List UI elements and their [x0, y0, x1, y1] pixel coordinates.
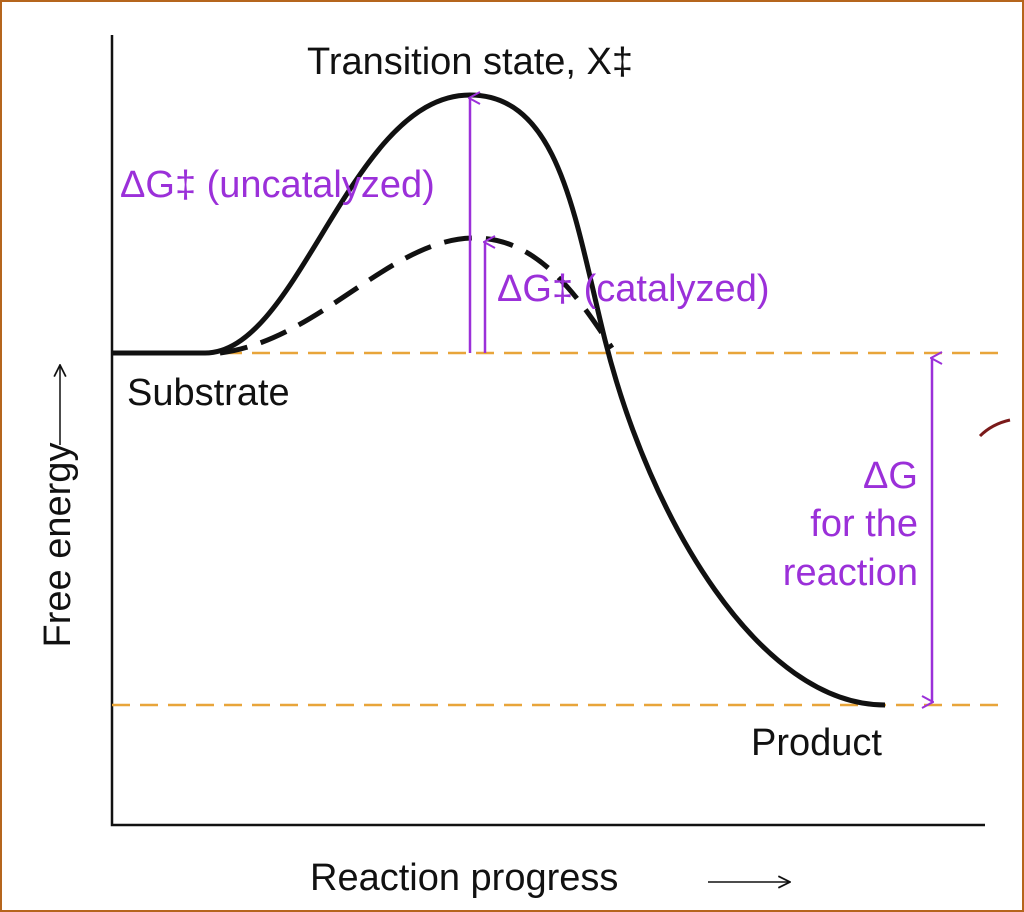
uncatalyzed-label: ΔG‡ (uncatalyzed) — [120, 164, 435, 206]
catalyzed-curve — [219, 235, 615, 356]
y-axis-label: Free energy — [37, 443, 79, 648]
delta-g-label: ΔG — [863, 455, 918, 497]
delta-g-label: reaction — [783, 552, 918, 594]
product-label: Product — [751, 722, 882, 764]
x-axis-label: Reaction progress — [310, 857, 618, 899]
catalyzed-label: ΔG‡ (catalyzed) — [497, 268, 769, 310]
axes — [110, 35, 985, 827]
substrate-label: Substrate — [127, 372, 290, 414]
title: Transition state, X‡ — [307, 41, 633, 83]
uncatalyzed-curve — [112, 92, 886, 708]
pen-mark — [978, 418, 1011, 438]
delta-g-label: for the — [810, 503, 918, 545]
